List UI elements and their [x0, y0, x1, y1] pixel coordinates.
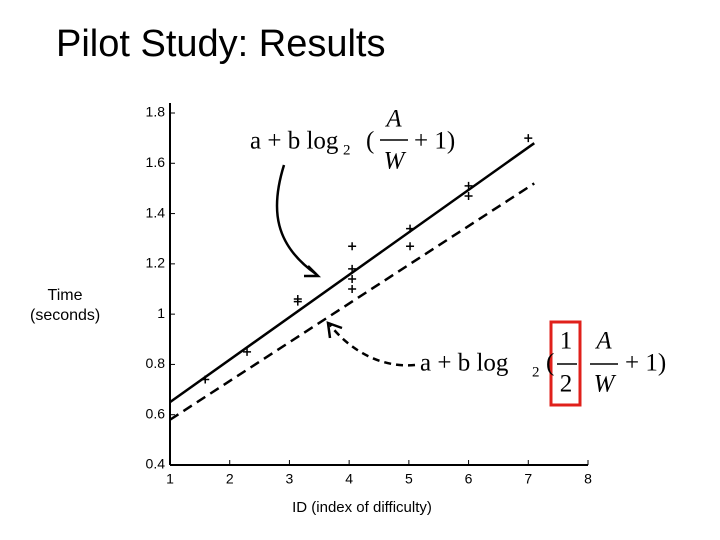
arrowhead [326, 321, 343, 339]
x-axis-label: ID (index of difficulty) [292, 499, 432, 516]
x-tick-label: 8 [584, 471, 592, 487]
y-tick-label: 1 [157, 305, 165, 321]
formula-part: W [384, 148, 407, 175]
x-tick-label: 1 [166, 471, 174, 487]
arrowhead [304, 265, 322, 278]
y-tick-label: 1.2 [146, 255, 166, 271]
y-axis-label: Time (seconds) [30, 287, 101, 324]
x-tick-label: 5 [405, 471, 413, 487]
point [243, 347, 252, 356]
point [464, 191, 473, 200]
x-tick-label: 3 [286, 471, 294, 487]
point [406, 242, 415, 251]
formula-part: + 1) [414, 128, 455, 155]
point [406, 224, 415, 233]
formula-part: 2 [343, 142, 351, 158]
arrow [275, 164, 317, 276]
formula-part: + 1) [625, 350, 666, 377]
point [201, 375, 210, 384]
formula-part: A [384, 106, 402, 133]
point [348, 242, 357, 251]
point [464, 181, 473, 190]
point [524, 134, 533, 143]
formula-part: a + b log [250, 128, 339, 155]
formula-part: a + b log [420, 350, 509, 377]
formula-part: ( [546, 350, 554, 377]
formula-part: A [594, 328, 612, 355]
formula-part: 2 [532, 364, 540, 380]
point [293, 295, 302, 304]
x-tick-label: 6 [465, 471, 473, 487]
y-tick-label: 0.4 [146, 456, 166, 472]
point [348, 264, 357, 273]
formula-part: ( [366, 128, 374, 155]
formula-part: 1 [560, 328, 573, 355]
y-tick-label: 0.8 [146, 355, 166, 371]
y-tick-label: 0.6 [146, 405, 166, 421]
formula-part: 2 [560, 371, 573, 398]
y-tick-label: 1.8 [146, 104, 166, 120]
point [348, 274, 357, 283]
highlight-box [549, 320, 582, 407]
y-tick-label: 1.6 [146, 154, 166, 170]
slide-title: Pilot Study: Results [56, 23, 385, 65]
y-tick-label: 1.4 [146, 204, 166, 220]
point [348, 285, 357, 293]
formula-part: W [594, 371, 617, 398]
dashed-fit-line [169, 182, 535, 421]
x-tick-label: 4 [345, 471, 353, 487]
x-tick-label: 2 [226, 471, 234, 487]
x-tick-label: 7 [524, 471, 532, 487]
dashed-arrow [329, 324, 416, 367]
